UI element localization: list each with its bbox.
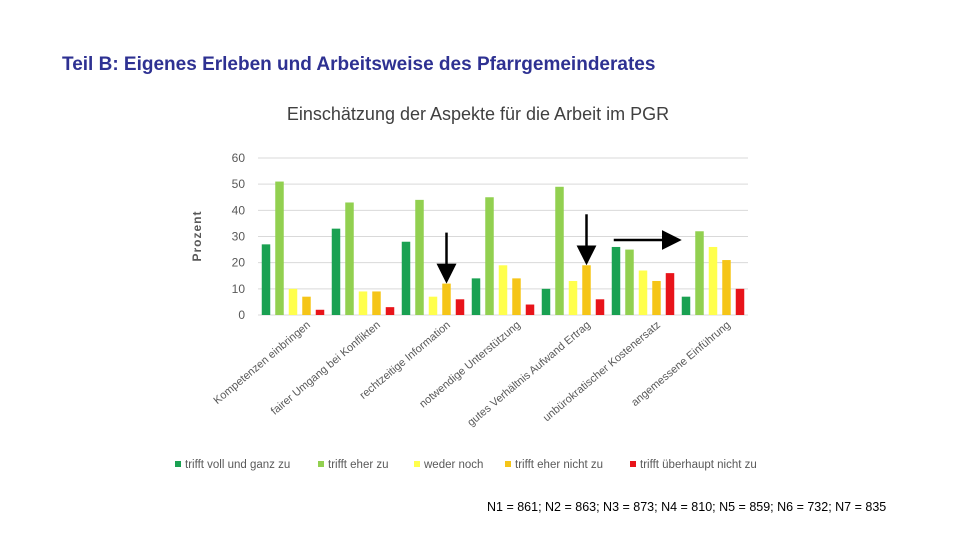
bar — [498, 265, 508, 315]
category-label: gutes Verhältnis Aufwand Ertrag — [465, 319, 593, 429]
y-axis-label: Prozent — [190, 210, 204, 261]
bar — [681, 296, 691, 315]
legend-label: trifft voll und ganz zu — [185, 459, 290, 471]
bar — [261, 244, 271, 315]
bar — [625, 249, 634, 315]
y-tick-label: 0 — [238, 308, 245, 322]
bar — [302, 296, 311, 315]
legend-swatch — [318, 461, 324, 467]
bar — [555, 186, 564, 315]
y-tick-label: 20 — [232, 256, 246, 270]
bar — [512, 278, 521, 315]
bar — [331, 228, 341, 315]
bar — [471, 278, 481, 315]
bar — [611, 246, 621, 315]
bar — [345, 202, 354, 315]
y-tick-label: 50 — [232, 177, 246, 191]
bar — [541, 288, 551, 315]
bar — [652, 280, 661, 315]
slide-title: Teil B: Eigenes Erleben und Arbeitsweise… — [62, 54, 656, 75]
bar — [288, 288, 298, 315]
legend-label: trifft eher nicht zu — [515, 459, 603, 471]
y-tick-label: 40 — [232, 203, 246, 217]
bar — [568, 280, 578, 315]
legend: trifft voll und ganz zu trifft eher zu wed… — [175, 459, 757, 471]
bar — [385, 307, 395, 315]
bar — [638, 270, 648, 315]
legend-label: trifft eher zu — [328, 459, 389, 471]
bar — [708, 246, 718, 315]
annotations — [436, 214, 682, 284]
bar — [695, 231, 704, 315]
sample-sizes-footnote: N1 = 861; N2 = 863; N3 = 873; N4 = 810; … — [487, 500, 887, 514]
legend-swatch — [175, 461, 181, 467]
bar — [372, 291, 381, 315]
bar — [735, 288, 745, 315]
bar — [358, 291, 368, 315]
y-tick-label: 10 — [232, 282, 246, 296]
bar — [401, 241, 411, 315]
legend-swatch — [630, 461, 636, 467]
bar — [275, 181, 284, 315]
legend-label: weder noch — [423, 459, 483, 471]
y-tick-label: 60 — [232, 151, 246, 165]
category-label: unbürokratischer Kostenersatz — [541, 319, 663, 424]
bar — [722, 260, 731, 315]
bar — [525, 304, 535, 315]
legend-swatch — [505, 461, 511, 467]
bar — [595, 299, 605, 315]
bar — [665, 273, 675, 315]
legend-swatch — [414, 461, 420, 467]
bar — [485, 197, 494, 315]
bars — [261, 181, 745, 315]
legend-label: trifft überhaupt nicht zu — [640, 459, 757, 471]
category-label: fairer Umgang bei Konflikten — [269, 319, 383, 417]
bar — [582, 265, 591, 315]
bar — [315, 309, 325, 315]
bar — [455, 299, 465, 315]
bar — [442, 283, 451, 315]
chart-title: Einschätzung der Aspekte für die Arbeit … — [287, 104, 669, 124]
bar — [415, 199, 424, 315]
y-tick-label: 30 — [232, 230, 246, 244]
bar — [428, 296, 438, 315]
